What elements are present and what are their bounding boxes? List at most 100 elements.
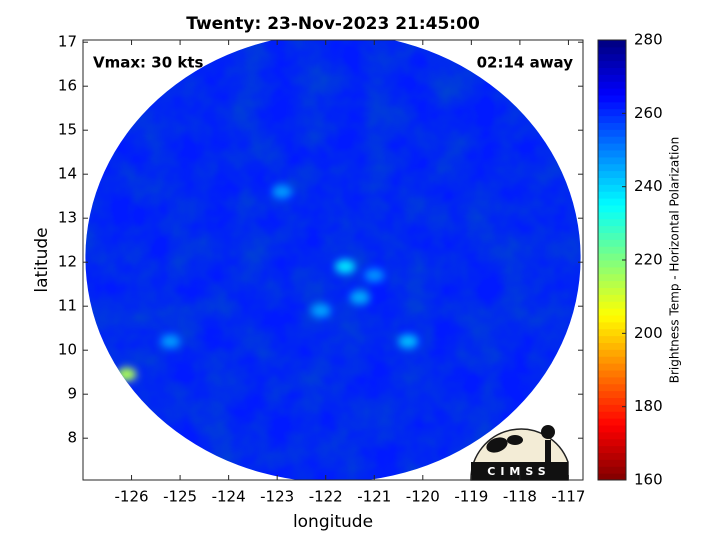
colorbar-tick-label: 180 [634, 397, 663, 415]
colorbar-cell [598, 252, 626, 261]
colorbar-cell [598, 293, 626, 302]
y-tick-label: 10 [58, 341, 77, 359]
x-tick-label: -126 [115, 488, 149, 506]
texture [85, 40, 581, 480]
colorbar-cell [598, 452, 626, 460]
x-tick-label: -119 [454, 488, 488, 506]
x-tick-label: -118 [503, 488, 537, 506]
colorbar-cell [598, 60, 626, 68]
y-tick-label: 8 [67, 429, 77, 447]
x-tick-label: -123 [260, 488, 294, 506]
colorbar-cell [598, 397, 626, 405]
colorbar-cell [598, 465, 626, 474]
colorbar-tick-label: 260 [634, 104, 663, 122]
colorbar-cell [598, 355, 626, 364]
colorbar-cell [598, 135, 626, 144]
annotation: Vmax: 30 kts [93, 54, 203, 72]
colorbar-cell [598, 218, 626, 227]
colorbar-cell [598, 197, 626, 206]
annotation: 02:14 away [477, 54, 574, 72]
colorbar-cell [598, 156, 626, 165]
warm-feature [160, 334, 181, 349]
colorbar-cell [598, 458, 626, 467]
colorbar-cell [598, 73, 626, 82]
colorbar-cell [598, 273, 626, 282]
colorbar-cell [598, 321, 626, 330]
colorbar-cell [598, 314, 626, 323]
warm-feature [272, 184, 293, 199]
x-tick-label: -125 [163, 488, 197, 506]
colorbar-tick-label: 200 [634, 324, 663, 342]
colorbar-cell [598, 369, 626, 378]
colorbar-cell [598, 170, 626, 178]
warm-feature [398, 334, 419, 349]
colorbar-cell [598, 225, 626, 233]
colorbar-cell [598, 266, 626, 275]
colorbar-cell [598, 287, 626, 295]
colorbar-cell [598, 348, 626, 357]
y-axis-label: latitude [32, 227, 52, 292]
colorbar-tick-label: 280 [634, 31, 663, 49]
x-axis-label: longitude [293, 512, 373, 532]
colorbar-cell [598, 183, 626, 192]
colorbar-cell [598, 238, 626, 247]
x-tick-label: -121 [357, 488, 391, 506]
colorbar-cell [598, 362, 626, 371]
colorbar-cell [598, 232, 626, 240]
colorbar-cell [598, 307, 626, 316]
y-tick-label: 15 [58, 121, 77, 139]
colorbar-cell [598, 204, 626, 213]
colorbar-cell [598, 177, 626, 185]
colorbar-cell [598, 431, 626, 440]
colorbar-cell [598, 335, 626, 343]
colorbar-cell [598, 424, 626, 433]
colorbar-cell [598, 245, 626, 254]
colorbar-cell [598, 128, 626, 137]
x-tick-label: -117 [551, 488, 585, 506]
logo-text: CIMSS [487, 465, 550, 478]
colorbar-cell [598, 438, 626, 447]
colorbar-cell [598, 390, 626, 398]
colorbar-cell [598, 122, 626, 130]
colorbar-cell [598, 80, 626, 89]
colorbar-cell [598, 300, 626, 309]
colorbar-label: Brightness Temp - Horizontal Polarizatio… [668, 137, 682, 384]
colorbar-cell [598, 101, 626, 110]
colorbar-cell [598, 108, 626, 117]
colorbar-cell [598, 211, 626, 220]
colorbar-cell [598, 115, 626, 123]
y-tick-label: 11 [58, 297, 77, 315]
texture-layer [85, 40, 581, 480]
y-tick-label: 17 [58, 33, 77, 51]
y-tick-label: 16 [58, 77, 77, 95]
colorbar-cell [598, 472, 626, 481]
colorbar-cell [598, 259, 626, 268]
colorbar-cell [598, 163, 626, 172]
colorbar-cell [598, 46, 626, 55]
colorbar-cell [598, 149, 626, 158]
colorbar-cell [598, 328, 626, 337]
plot-area [85, 40, 581, 480]
y-tick-label: 14 [58, 165, 77, 183]
x-tick-label: -124 [212, 488, 246, 506]
warm-feature [335, 259, 356, 274]
colorbar-cell [598, 403, 626, 412]
x-tick-label: -120 [406, 488, 440, 506]
colorbar-cell [598, 94, 626, 103]
colorbar-cell [598, 39, 626, 48]
colorbar-cell [598, 383, 626, 392]
colorbar-cell [598, 342, 626, 350]
colorbar-tick-label: 240 [634, 177, 663, 195]
warm-feature [364, 268, 385, 283]
y-tick-label: 9 [67, 385, 77, 403]
colorbar-cell [598, 142, 626, 151]
colorbar-cell [598, 190, 626, 199]
colorbar-cell [598, 87, 626, 96]
colorbar-cell [598, 417, 626, 426]
colorbar-tick-label: 220 [634, 251, 663, 269]
chart-title: Twenty: 23-Nov-2023 21:45:00 [186, 14, 480, 34]
logo: CIMSS [470, 425, 569, 481]
colorbar-cell [598, 376, 626, 385]
warm-feature [310, 303, 331, 318]
